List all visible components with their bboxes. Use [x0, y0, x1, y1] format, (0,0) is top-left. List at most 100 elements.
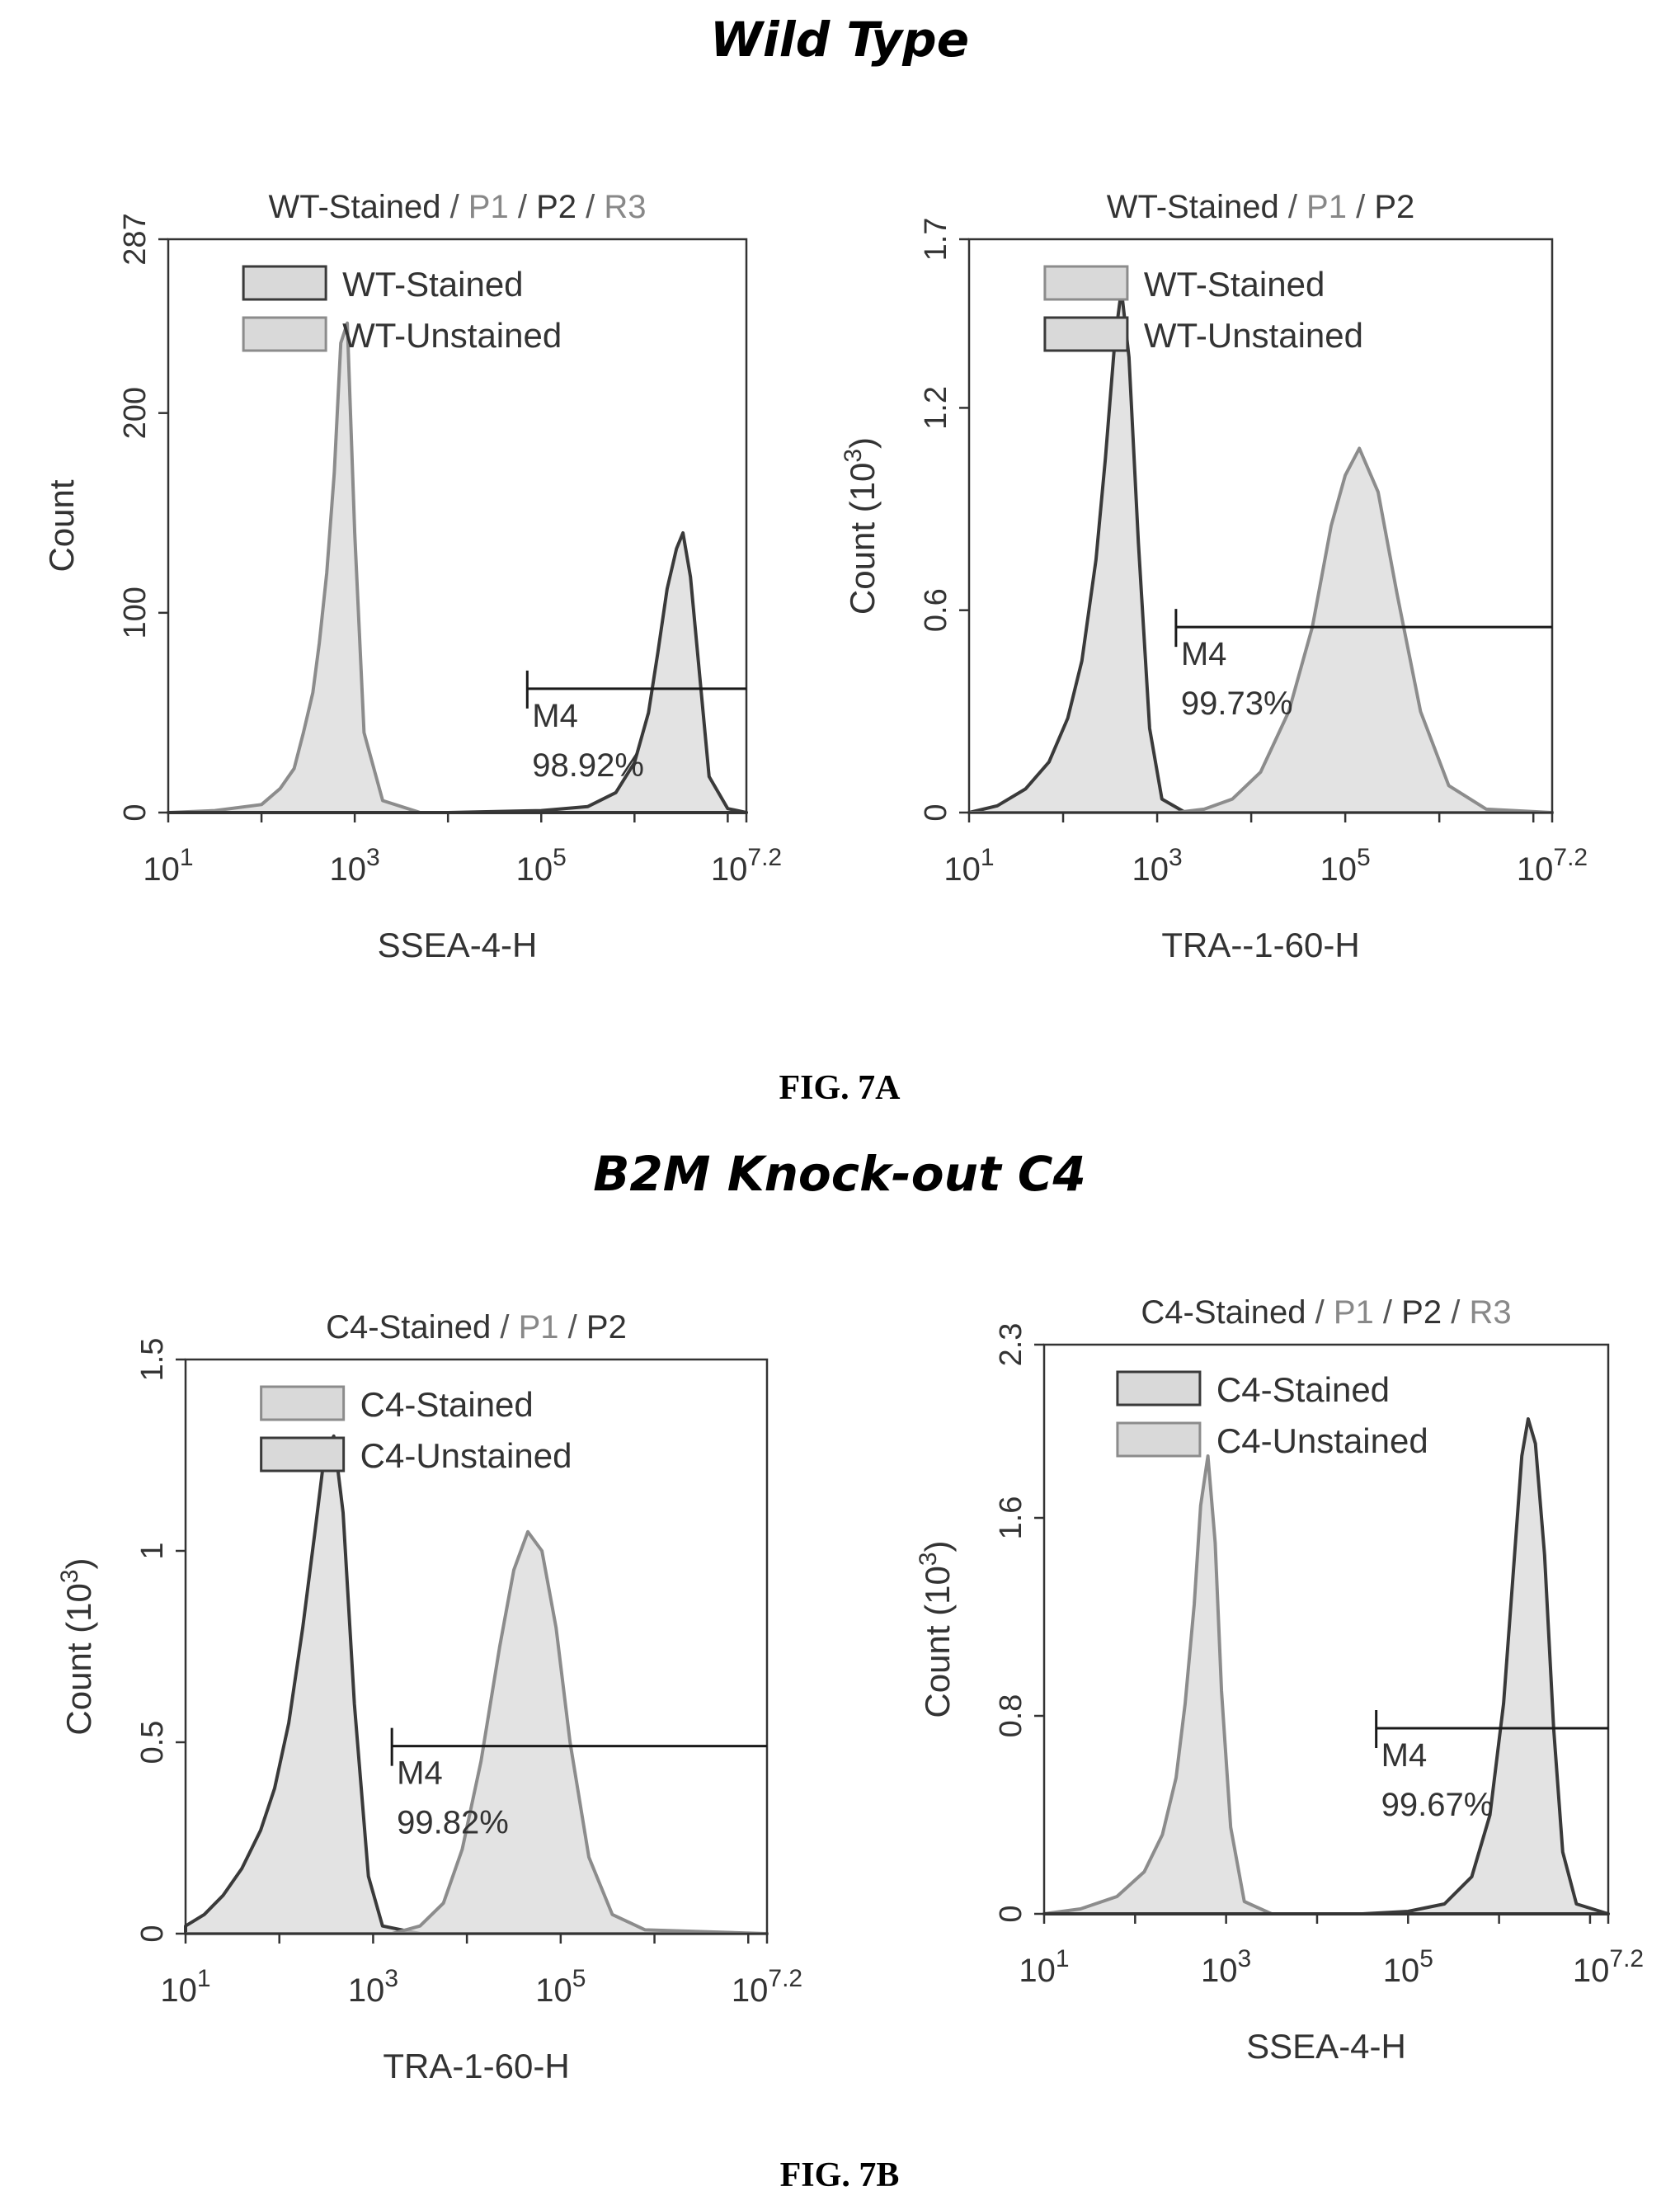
legend-swatch	[1043, 265, 1129, 301]
x-tick-exponent: 7.2	[1553, 844, 1588, 871]
x-tick-exponent: 5	[1357, 844, 1371, 871]
x-tick-exponent: 7.2	[1609, 1945, 1644, 1972]
plot-frame	[967, 238, 1554, 814]
chart-title: WT-Stained / P1 / P2 / R3	[268, 189, 646, 225]
x-tick-label: 105	[516, 844, 567, 888]
x-tick-label: 103	[1132, 844, 1182, 888]
plot-frame	[184, 1358, 769, 1935]
legend-label: C4-Stained	[360, 1385, 534, 1424]
y-tick-label: 2.3	[994, 1323, 1028, 1367]
title-part: C4-Stained	[326, 1309, 491, 1345]
legend-label: WT-Unstained	[342, 316, 562, 355]
x-tick-exponent: 1	[197, 1965, 211, 1992]
legend-label: C4-Unstained	[1216, 1421, 1428, 1460]
y-tick-label: 0	[118, 803, 153, 821]
x-tick-exponent: 3	[1169, 844, 1183, 871]
y-tick-label: 1.7	[919, 218, 953, 262]
title-separator: /	[1306, 1294, 1334, 1331]
y-tick-label: 1	[135, 1542, 170, 1559]
x-tick-exponent: 1	[180, 844, 194, 871]
title-part: WT-Stained	[268, 189, 440, 225]
section-a-title: Wild Type	[710, 12, 969, 68]
x-tick-label: 105	[535, 1965, 586, 2009]
y-tick-label: 0	[994, 1905, 1028, 1922]
x-tick-label: 101	[944, 844, 994, 888]
x-tick-exponent: 5	[553, 844, 567, 871]
y-axis-label-suffix: )	[843, 437, 882, 449]
legend-label: WT-Unstained	[1144, 316, 1363, 355]
marker-label: M4	[397, 1755, 443, 1792]
title-part: P1	[1334, 1294, 1374, 1331]
x-tick-base: 10	[535, 1972, 572, 2009]
title-part: P2	[1374, 189, 1414, 225]
legend-swatch	[260, 1436, 346, 1473]
title-part: P1	[468, 189, 509, 225]
x-tick-label: 107.2	[1517, 844, 1588, 888]
marker-percent: 99.82%	[397, 1805, 509, 1841]
plot-frame	[167, 238, 748, 814]
y-axis-label-exponent: 3	[56, 1569, 83, 1583]
chart-title: WT-Stained / P1 / P2	[1107, 189, 1415, 225]
series-area-wt-stained	[167, 531, 748, 814]
x-tick-exponent: 1	[1056, 1945, 1070, 1972]
y-tick-label: 0	[919, 803, 953, 821]
y-tick-label: 1.6	[994, 1496, 1028, 1540]
y-axis-label-suffix: )	[59, 1557, 98, 1569]
x-axis-label: SSEA-4-H	[1246, 2027, 1406, 2066]
title-part: P1	[1306, 189, 1347, 225]
legend-swatch	[1116, 1370, 1202, 1407]
title-separator: /	[440, 189, 468, 225]
x-tick-label: 101	[143, 844, 193, 888]
y-tick-label: 0.5	[135, 1721, 170, 1765]
title-separator: /	[1347, 189, 1374, 225]
series-area-wt-unstained	[967, 288, 1554, 814]
title-separator: /	[1442, 1294, 1469, 1331]
x-tick-base: 10	[1573, 1953, 1610, 1989]
chart-title: C4-Stained / P1 / P2	[326, 1309, 627, 1345]
title-part: C4-Stained	[1141, 1294, 1306, 1331]
x-tick-base: 10	[1201, 1953, 1238, 1989]
legend-label: C4-Unstained	[360, 1436, 572, 1475]
x-axis-label: TRA-1-60-H	[383, 2047, 569, 2085]
y-axis-label-exponent: 3	[915, 1552, 942, 1566]
chart-title: C4-Stained / P1 / P2 / R3	[1141, 1294, 1511, 1331]
x-tick-exponent: 3	[1238, 1945, 1252, 1972]
x-tick-exponent: 5	[572, 1965, 586, 1992]
title-part: P2	[586, 1309, 627, 1345]
y-axis-label-text: Count	[42, 479, 81, 572]
y-axis-label-exponent: 3	[840, 449, 867, 463]
x-tick-label: 107.2	[711, 844, 782, 888]
x-tick-base: 10	[711, 851, 748, 888]
x-tick-base: 10	[160, 1972, 197, 2009]
legend-label: C4-Stained	[1216, 1370, 1390, 1409]
x-tick-base: 10	[1320, 851, 1358, 888]
x-tick-label: 107.2	[732, 1965, 802, 2009]
x-tick-exponent: 1	[981, 844, 995, 871]
title-separator: /	[491, 1309, 518, 1345]
marker-percent: 98.92%	[532, 747, 644, 784]
x-tick-base: 10	[516, 851, 553, 888]
y-axis-label-text: Count (10	[59, 1583, 98, 1735]
x-tick-label: 105	[1383, 1945, 1433, 1989]
y-axis-label: Count (103)	[915, 1540, 957, 1718]
x-tick-base: 10	[732, 1972, 769, 2009]
series-area-c4-stained	[1042, 1417, 1610, 1915]
legend-swatch	[260, 1385, 346, 1421]
x-tick-base: 10	[944, 851, 981, 888]
legend-swatch	[1116, 1421, 1202, 1458]
x-tick-base: 10	[1019, 1953, 1056, 1989]
x-tick-label: 103	[348, 1965, 398, 2009]
y-axis-label-text: Count (10	[843, 463, 882, 615]
series-area-wt-stained	[967, 446, 1554, 814]
y-axis-label: Count	[42, 479, 81, 572]
legend-swatch	[242, 316, 327, 352]
x-tick-base: 10	[1383, 1953, 1420, 1989]
section-a-label: FIG. 7A	[779, 1069, 901, 1107]
y-tick-label: 200	[118, 387, 153, 439]
y-axis-label-suffix: )	[918, 1540, 957, 1552]
x-tick-label: 105	[1320, 844, 1371, 888]
